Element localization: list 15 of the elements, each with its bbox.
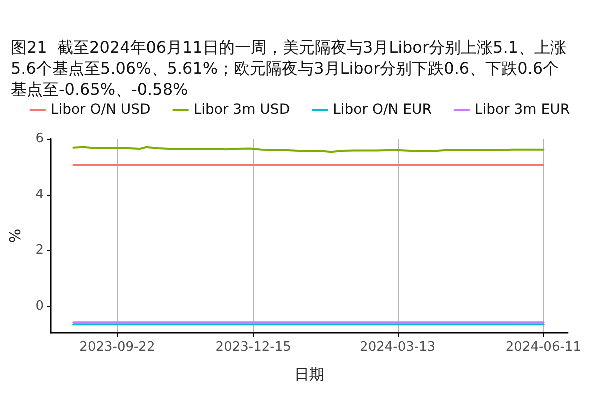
y-tick-label: 6 [36, 132, 44, 146]
x-tick-label: 2023-09-22 [80, 340, 156, 355]
y-axis-title: % [6, 228, 24, 244]
legend-label: Libor O/N EUR [333, 102, 432, 118]
y-tick-label: 2 [36, 243, 44, 258]
y-tick-label: 4 [36, 187, 44, 202]
legend-label: Libor 3m EUR [474, 102, 570, 118]
legend-label: Libor 3m USD [194, 102, 290, 118]
chart-title: 图21 截至2024年06月11日的一周，美元隔夜与3月Libor分别上涨5.1、上涨5.6个基点至5.06%、5.61%；欧元隔夜与3月Libor分别下跌0.6、下跌0.6个基点至-0.65%、-0.58% [11, 38, 566, 99]
legend-label: Libor O/N USD [50, 102, 151, 118]
x-axis-title: 日期 [294, 366, 324, 384]
y-tick-label: 0 [36, 298, 44, 314]
x-tick-label: 2023-12-15 [216, 340, 292, 355]
x-tick-label: 2024-06-11 [506, 340, 582, 355]
x-tick-label: 2024-03-13 [360, 340, 436, 355]
